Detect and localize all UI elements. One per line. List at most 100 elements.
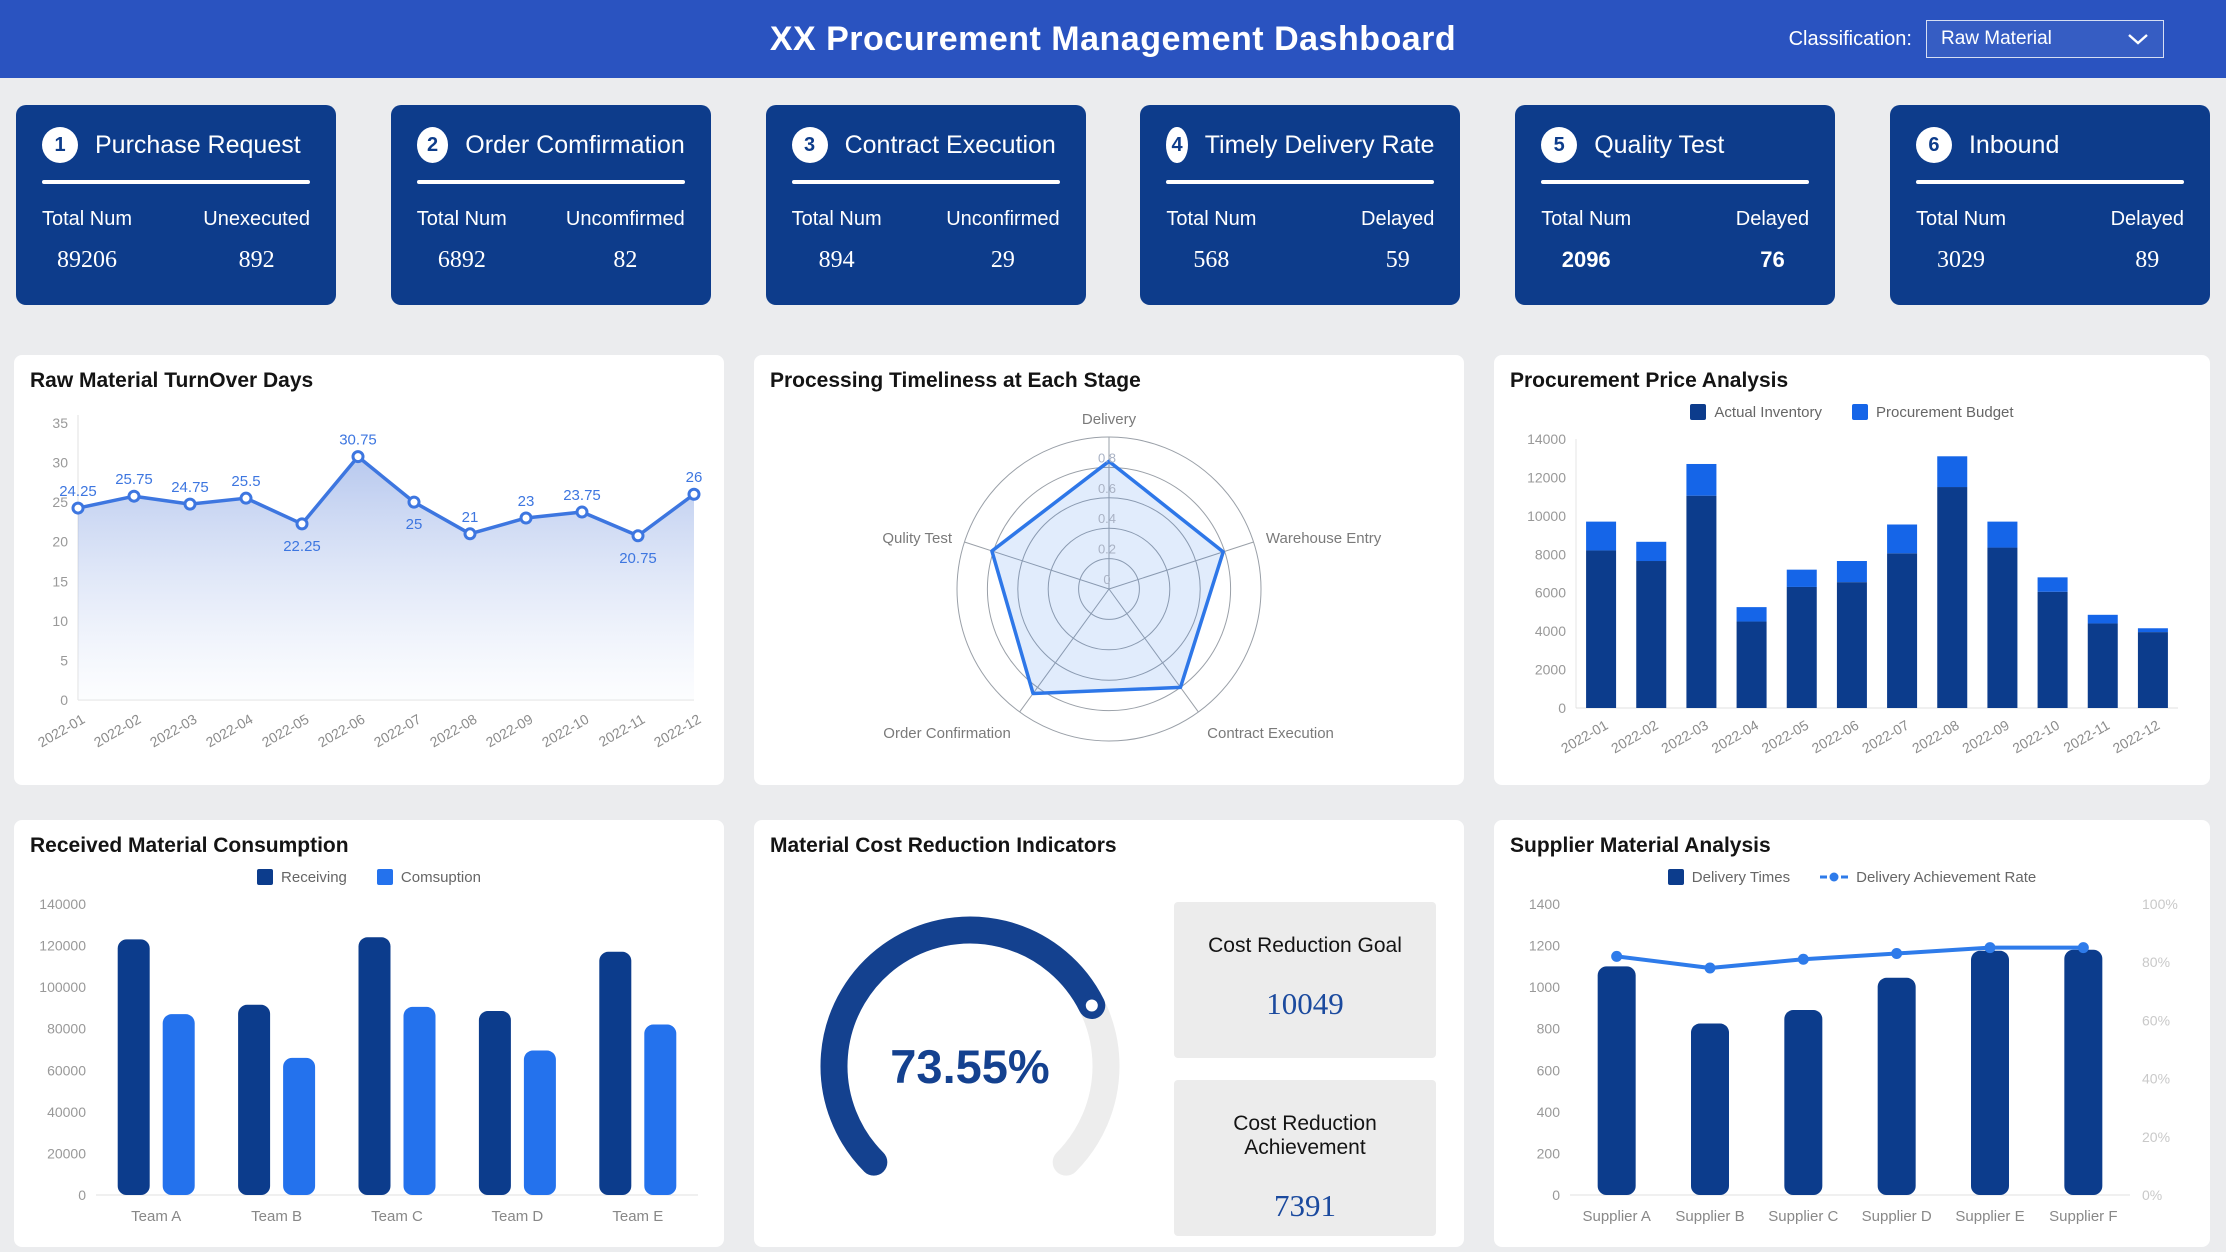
svg-text:Supplier C: Supplier C [1768, 1208, 1838, 1225]
kpi-left-label: Total Num [1541, 208, 1632, 230]
svg-text:600: 600 [1537, 1062, 1561, 1078]
svg-text:120000: 120000 [39, 938, 86, 954]
svg-text:Team C: Team C [371, 1208, 423, 1225]
panel-title: Material Cost Reduction Indicators [770, 834, 1117, 857]
divider [42, 180, 310, 184]
svg-text:14000: 14000 [1527, 431, 1566, 447]
kpi-card-title: Order Comfirmation [465, 130, 685, 159]
svg-text:21: 21 [462, 509, 479, 526]
svg-text:25.75: 25.75 [115, 471, 153, 488]
svg-text:24.75: 24.75 [171, 479, 209, 496]
timeliness-radar-chart: 0 0.2 0.4 0.6 0.8 Delivery Warehouse Entry Cont… [882, 411, 1382, 742]
svg-text:10000: 10000 [1527, 508, 1566, 524]
svg-text:0.6: 0.6 [1098, 481, 1116, 496]
svg-text:0: 0 [1103, 572, 1110, 587]
panel-title: Received Material Consumption [30, 834, 349, 857]
divider [1915, 180, 2184, 184]
svg-text:30.75: 30.75 [339, 432, 377, 449]
kpi-right-label: Delayed [1361, 208, 1435, 230]
kpi-right-value: 59 [1385, 247, 1410, 273]
kpi-right-value: 82 [613, 247, 638, 273]
kpi-right-label: Uncomfirmed [565, 208, 685, 230]
kpi-card-inbound: 6 Inbound Total Num 3029 Delayed 89 [1889, 105, 2210, 305]
svg-text:200: 200 [1537, 1145, 1561, 1161]
svg-text:2022-09: 2022-09 [1959, 717, 2012, 757]
svg-text:2022-03: 2022-03 [1658, 717, 1711, 757]
svg-text:2022-05: 2022-05 [1759, 717, 1812, 757]
panel-title: Raw Material TurnOver Days [30, 369, 314, 392]
classification-select[interactable]: Raw Material [1926, 20, 2164, 58]
step-number-badge: 4 [1166, 127, 1188, 163]
bar-series-icon [1667, 869, 1684, 885]
kpi-right-value: 29 [990, 247, 1015, 273]
svg-text:Team B: Team B [251, 1208, 302, 1225]
price-stacked-bar-chart: 020004000600080001000012000140002022-012… [1527, 431, 2178, 757]
kpi-card-title: Purchase Request [95, 130, 301, 159]
svg-text:12000: 12000 [1527, 469, 1566, 485]
panel-title: Processing Timeliness at Each Stage [770, 369, 1141, 392]
svg-text:Delivery: Delivery [1082, 411, 1137, 428]
legend-item-receiving[interactable]: Receiving [257, 869, 347, 886]
svg-text:10: 10 [52, 613, 68, 629]
svg-text:23: 23 [518, 493, 535, 510]
svg-text:Contract Execution: Contract Execution [1207, 725, 1334, 742]
kpi-card-title: Inbound [1968, 130, 2060, 159]
svg-text:15: 15 [52, 573, 68, 589]
panel-supplier-analysis: Supplier Material Analysis Delivery Time… [1494, 820, 2210, 1247]
svg-text:140000: 140000 [39, 896, 86, 912]
cost-goal-label: Cost Reduction Goal [1208, 934, 1402, 957]
step-number-badge: 2 [416, 127, 449, 163]
svg-text:0: 0 [60, 692, 68, 708]
kpi-right-label: Unexecuted [203, 208, 310, 230]
kpi-card-quality-test: 5 Quality Test Total Num 2096 Delayed 76 [1515, 105, 1836, 305]
kpi-left-value: 2096 [1561, 247, 1611, 272]
legend-item-delivery-achievement-rate[interactable]: Delivery Achievement Rate [1820, 869, 2036, 886]
legend-item-comsuption[interactable]: Comsuption [376, 869, 481, 886]
svg-text:0: 0 [1558, 700, 1566, 716]
kpi-left-label: Total Num [42, 208, 133, 230]
step-number-badge: 6 [1915, 127, 1952, 163]
svg-text:0: 0 [78, 1187, 86, 1203]
kpi-card-title: Contract Execution [844, 130, 1056, 159]
bar-series-icon [257, 869, 274, 885]
legend-item-delivery-times[interactable]: Delivery Times [1667, 868, 1791, 886]
svg-text:80000: 80000 [47, 1021, 86, 1037]
svg-text:2022-06: 2022-06 [315, 711, 368, 751]
gauge-chart: 73.55% [820, 916, 1120, 1176]
svg-text:Supplier E: Supplier E [1955, 1208, 2024, 1225]
svg-text:6000: 6000 [1535, 585, 1566, 601]
svg-text:2022-04: 2022-04 [203, 711, 256, 751]
kpi-card-timely-delivery-rate: 4 Timely Delivery Rate Total Num 568 Delay… [1140, 105, 1461, 305]
divider [1541, 180, 1810, 184]
svg-text:20%: 20% [2142, 1129, 2170, 1145]
price-chart-legend: Actual Inventory Procurement Budget [1510, 397, 2194, 427]
svg-text:2022-08: 2022-08 [1909, 717, 1962, 757]
cost-reduction-gauge: 73.55% [778, 860, 1168, 1247]
legend-label: Delivery Times [1691, 868, 1791, 886]
svg-text:25: 25 [406, 516, 423, 533]
svg-text:2022-10: 2022-10 [539, 711, 592, 751]
svg-text:8000: 8000 [1535, 546, 1566, 562]
legend-item-procurement-budget[interactable]: Procurement Budget [1851, 404, 2014, 421]
legend-item-actual-inventory[interactable]: Actual Inventory [1690, 404, 1822, 421]
svg-text:4000: 4000 [1535, 623, 1566, 639]
cost-achievement-value: 7391 [1274, 1188, 1336, 1223]
svg-text:2022-11: 2022-11 [596, 711, 648, 750]
svg-text:Warehouse Entry: Warehouse Entry [1266, 530, 1382, 547]
svg-text:60000: 60000 [47, 1062, 86, 1078]
svg-text:2022-03: 2022-03 [147, 711, 200, 751]
svg-text:25.5: 25.5 [231, 473, 260, 490]
svg-text:2022-10: 2022-10 [2010, 717, 2063, 757]
svg-text:100%: 100% [2142, 896, 2178, 912]
bar-series-icon [1851, 404, 1868, 420]
kpi-right-label: Unconfirmed [946, 208, 1060, 230]
svg-text:0.4: 0.4 [1098, 511, 1116, 526]
divider [416, 180, 685, 184]
svg-text:2022-02: 2022-02 [1608, 717, 1661, 757]
kpi-card-title: Quality Test [1594, 130, 1725, 159]
svg-text:2022-05: 2022-05 [259, 711, 312, 751]
svg-text:2022-07: 2022-07 [371, 711, 424, 751]
kpi-left-value: 568 [1193, 247, 1230, 273]
cost-boxes: Cost Reduction Goal 10049 Cost Reduction… [1174, 902, 1436, 1247]
legend-label: Actual Inventory [1714, 403, 1822, 421]
